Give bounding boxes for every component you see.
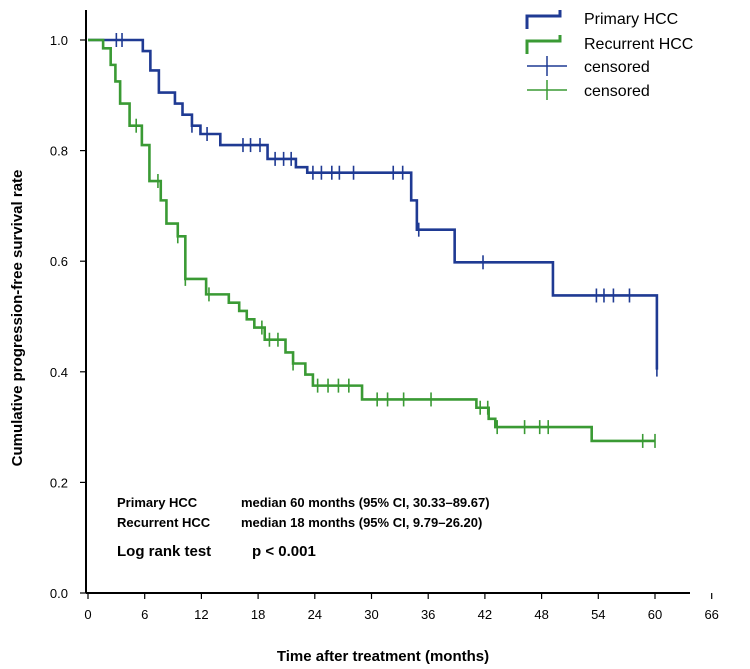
legend-recurrent-label: Recurrent HCC [584,36,693,53]
y-tick-label: 0.6 [50,254,68,269]
x-ticks: 0 6 12 18 24 30 36 42 48 54 60 66 [84,593,719,622]
legend-censored-recurrent-label: censored [584,83,650,100]
primary-hcc-survival-line [88,38,659,370]
legend: Primary HCC Recurrent HCC censored censo… [525,10,693,100]
annotation-primary-stat: median 60 months (95% CI, 30.33–89.67) [241,495,490,510]
x-tick-label: 60 [648,607,662,622]
x-axis-title: Time after treatment (months) [277,648,489,665]
y-tick-label: 0.0 [50,586,68,601]
x-tick-label: 12 [194,607,208,622]
legend-item-censored-primary: censored [527,56,650,76]
legend-primary-line-icon [525,10,562,29]
y-axis-title: Cumulative progression-free survival rat… [9,170,26,467]
x-tick-label: 6 [141,607,148,622]
x-tick-label: 48 [534,607,548,622]
x-tick-label: 24 [308,607,322,622]
legend-item-censored-recurrent: censored [527,80,650,100]
recurrent-hcc-survival-line [88,38,655,443]
x-tick-label: 30 [364,607,378,622]
x-tick-label: 0 [84,607,91,622]
y-tick-label: 0.2 [50,475,68,490]
x-tick-label: 54 [591,607,605,622]
legend-item-primary: Primary HCC [525,10,678,29]
statistics-annotation: Primary HCC median 60 months (95% CI, 30… [117,495,490,560]
annotation-test-value: p < 0.001 [252,543,316,560]
x-tick-label: 42 [478,607,492,622]
legend-recurrent-line-icon [525,35,562,54]
x-tick-label: 18 [251,607,265,622]
legend-item-recurrent: Recurrent HCC [525,35,693,54]
series-recurrent-hcc [88,38,656,448]
y-tick-label: 1.0 [50,33,68,48]
annotation-recurrent-stat: median 18 months (95% CI, 9.79–26.20) [241,515,482,530]
series-primary-hcc [88,33,659,377]
series-layer [88,33,659,448]
x-tick-label: 36 [421,607,435,622]
annotation-test-name: Log rank test [117,543,211,560]
annotation-primary-name: Primary HCC [117,495,198,510]
annotation-recurrent-name: Recurrent HCC [117,515,211,530]
y-tick-label: 0.8 [50,144,68,159]
y-tick-label: 0.4 [50,365,68,380]
legend-primary-label: Primary HCC [584,11,678,28]
x-tick-label: 66 [704,607,718,622]
y-ticks: 0.0 0.2 0.4 0.6 0.8 1.0 [50,33,86,601]
legend-censored-primary-label: censored [584,59,650,76]
plot-area: 0 6 12 18 24 30 36 42 48 54 60 66 0.0 0.2 0.4 0.6 0.8 1.… [50,10,719,622]
